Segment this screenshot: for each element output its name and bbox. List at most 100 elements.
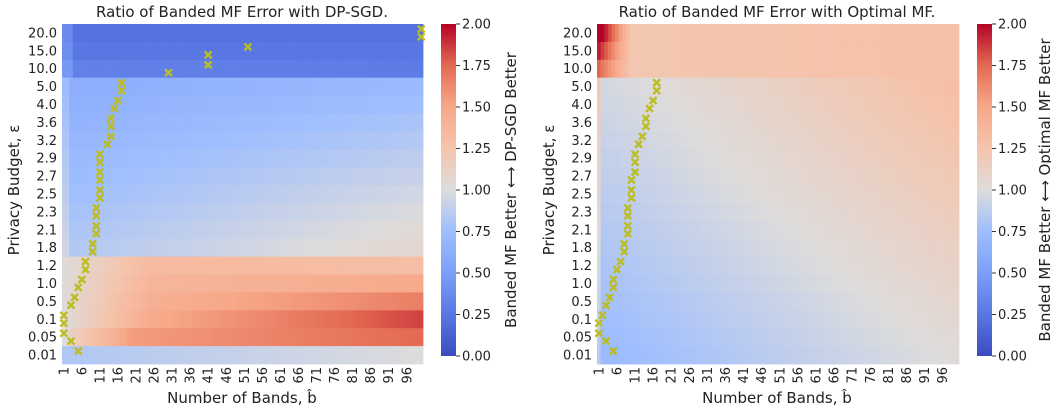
heatmap-cell <box>188 95 193 114</box>
heatmap-cell <box>231 59 236 79</box>
heatmap-cell <box>763 310 768 329</box>
heatmap-cell <box>633 149 638 168</box>
heatmap-cell <box>220 274 225 293</box>
heatmap-cell <box>415 59 420 79</box>
heatmap-cell <box>101 95 106 114</box>
heatmap-cell <box>622 346 627 365</box>
heatmap-cell <box>166 24 171 43</box>
heatmap-cell <box>615 185 620 204</box>
heatmap-cell <box>930 346 935 365</box>
heatmap-cell <box>76 220 81 240</box>
heatmap-cell <box>199 202 204 222</box>
heatmap-cell <box>821 220 826 240</box>
heatmap-cell <box>397 202 402 222</box>
heatmap-cell <box>123 59 128 79</box>
heatmap-cell <box>785 41 790 61</box>
heatmap-cell <box>285 274 290 293</box>
heatmap-cell <box>698 328 703 347</box>
heatmap-cell <box>604 149 609 168</box>
heatmap-cell <box>383 202 388 222</box>
heatmap-cell <box>662 256 667 275</box>
optimal-marker <box>619 239 629 249</box>
heatmap-cell <box>264 238 269 258</box>
heatmap-cell <box>419 59 424 79</box>
heatmap-cell <box>390 113 395 132</box>
heatmap-cell <box>901 274 906 293</box>
heatmap-cell <box>293 149 298 168</box>
heatmap-cell <box>145 113 150 132</box>
heatmap-cell <box>177 292 182 311</box>
y-tick-label: 0.5 <box>36 295 57 310</box>
optimal-marker <box>81 265 90 274</box>
heatmap-cell <box>163 149 168 168</box>
heatmap-cell <box>98 310 103 329</box>
heatmap-cell <box>864 95 869 114</box>
heatmap-cell <box>636 167 641 186</box>
heatmap-cell <box>759 24 764 43</box>
heatmap-cell <box>854 256 859 275</box>
heatmap-cell <box>915 24 920 43</box>
heatmap-cell <box>181 220 186 240</box>
heatmap-cell <box>720 95 725 114</box>
heatmap-cell <box>730 220 735 240</box>
heatmap-cell <box>658 41 663 61</box>
heatmap-cell <box>181 202 186 222</box>
heatmap-cell <box>922 310 927 329</box>
heatmap-cell <box>354 292 359 311</box>
heatmap-cell <box>289 346 294 365</box>
heatmap-cell <box>629 113 634 132</box>
heatmap-cell <box>188 131 193 150</box>
heatmap-cell <box>828 256 833 275</box>
heatmap-cell <box>390 149 395 168</box>
heatmap-cell <box>80 238 85 258</box>
heatmap-cell <box>741 95 746 114</box>
heatmap-cell <box>944 238 949 258</box>
heatmap-cell <box>673 77 678 96</box>
heatmap-cell <box>756 328 761 347</box>
heatmap-cell <box>756 41 761 61</box>
heatmap-cell <box>919 59 924 79</box>
heatmap-cell <box>101 292 106 311</box>
heatmap-cell <box>767 292 772 311</box>
heatmap-cell <box>767 185 772 204</box>
heatmap-cell <box>365 274 370 293</box>
heatmap-cell <box>691 238 696 258</box>
heatmap-cell <box>781 77 786 96</box>
heatmap-cell <box>948 346 953 365</box>
heatmap-cell <box>152 328 157 347</box>
heatmap-cell <box>908 149 913 168</box>
heatmap-cell <box>170 24 175 43</box>
heatmap-cell <box>911 238 916 258</box>
heatmap-cell <box>911 24 916 43</box>
heatmap-cell <box>412 131 417 150</box>
heatmap-cell <box>814 113 819 132</box>
heatmap-cell <box>897 256 902 275</box>
heatmap-cell <box>908 167 913 186</box>
heatmap-cell <box>69 95 74 114</box>
heatmap-cell <box>224 202 229 222</box>
heatmap-cell <box>919 24 924 43</box>
heatmap-cell <box>665 149 670 168</box>
heatmap-cell <box>908 41 913 61</box>
heatmap-cell <box>676 274 681 293</box>
heatmap-cell <box>915 167 920 186</box>
heatmap-cell <box>101 256 106 275</box>
heatmap-cell <box>325 59 330 79</box>
heatmap-cell <box>727 220 732 240</box>
heatmap-cell <box>282 256 287 275</box>
heatmap-cell <box>940 202 945 222</box>
heatmap-cell <box>285 77 290 96</box>
heatmap-cell <box>810 24 815 43</box>
heatmap-cell <box>401 328 406 347</box>
heatmap-cell <box>629 274 634 293</box>
heatmap-cell <box>741 238 746 258</box>
heatmap-cell <box>948 41 953 61</box>
heatmap-cell <box>890 346 895 365</box>
heatmap-cell <box>137 256 142 275</box>
heatmap-cell <box>709 95 714 114</box>
heatmap-cell <box>846 185 851 204</box>
heatmap-cell <box>358 346 363 365</box>
heatmap-cell <box>680 77 685 96</box>
heatmap-cell <box>343 256 348 275</box>
heatmap-cell <box>882 346 887 365</box>
